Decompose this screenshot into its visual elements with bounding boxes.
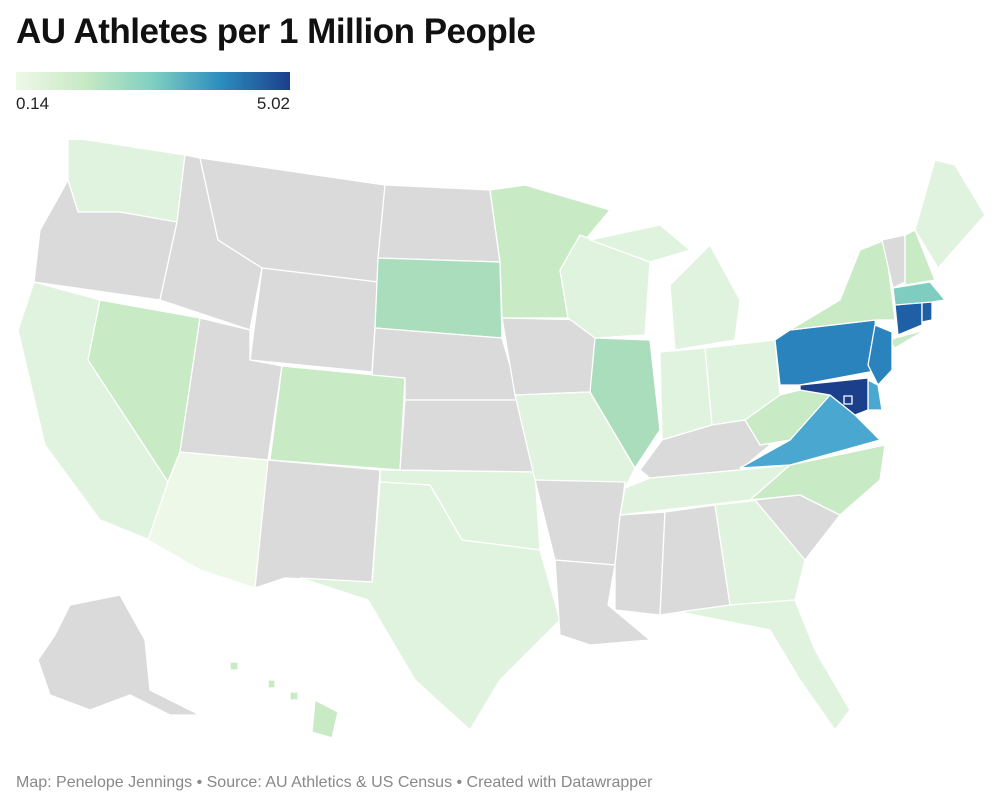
- state-wa[interactable]: [67, 136, 186, 223]
- legend-gradient-bar: [16, 72, 290, 90]
- state-nm[interactable]: [254, 459, 381, 589]
- state-fl[interactable]: [679, 599, 851, 731]
- state-hi[interactable]: [229, 661, 339, 739]
- us-choropleth-map: [0, 136, 1000, 775]
- state-mo[interactable]: [514, 391, 636, 489]
- state-dc[interactable]: [843, 395, 853, 405]
- state-wi[interactable]: [559, 234, 651, 339]
- state-wy[interactable]: [249, 267, 379, 373]
- state-nj[interactable]: [867, 324, 893, 386]
- state-tx[interactable]: [299, 481, 561, 731]
- state-md[interactable]: [799, 377, 869, 416]
- color-legend: 0.14 5.02: [16, 72, 290, 114]
- state-co[interactable]: [269, 365, 406, 471]
- state-ri[interactable]: [921, 301, 933, 323]
- state-nh[interactable]: [904, 229, 936, 286]
- state-ma[interactable]: [892, 281, 946, 306]
- legend-min-label: 0.14: [16, 94, 50, 113]
- map-footer-credits: Map: Penelope Jennings • Source: AU Athl…: [16, 774, 653, 791]
- state-ks[interactable]: [399, 399, 536, 473]
- legend-max-label: 5.02: [256, 94, 290, 113]
- map-title: AU Athletes per 1 Million People: [16, 12, 536, 51]
- state-ar[interactable]: [534, 479, 626, 566]
- legend-labels: 0.14 5.02: [16, 94, 290, 114]
- state-mi[interactable]: [589, 224, 741, 351]
- state-il[interactable]: [589, 337, 661, 469]
- state-ak[interactable]: [37, 594, 201, 716]
- state-sd[interactable]: [374, 257, 503, 339]
- state-de[interactable]: [867, 379, 883, 411]
- state-ga[interactable]: [714, 499, 806, 606]
- state-in[interactable]: [659, 347, 713, 441]
- state-ct[interactable]: [894, 301, 923, 336]
- state-nd[interactable]: [377, 184, 501, 263]
- state-me[interactable]: [914, 159, 986, 269]
- state-ms[interactable]: [614, 511, 666, 616]
